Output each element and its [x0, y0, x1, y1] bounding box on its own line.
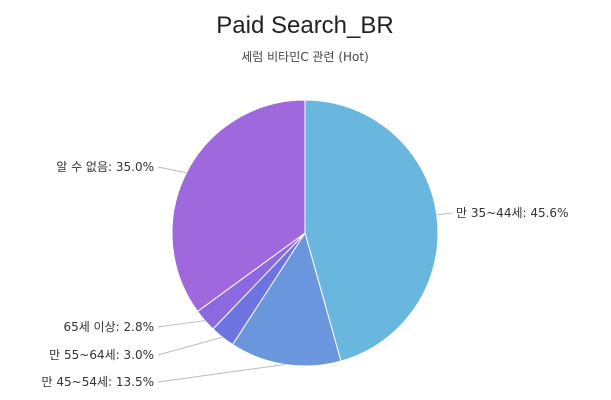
slice-label-0: 만 35~44세: 45.6%	[456, 206, 568, 220]
leader-line-4	[157, 166, 187, 174]
leader-line-3	[157, 320, 205, 328]
slice-label-2: 만 55~64세: 3.0%	[49, 348, 154, 362]
pie-slice-1[interactable]	[231, 231, 342, 367]
slice-label-4: 알 수 없음: 35.0%	[56, 160, 154, 174]
chart-subtitle: 세럼 비타민C 관련 (Hot)	[241, 50, 369, 64]
leader-lines	[157, 166, 453, 383]
chart-title: Paid Search_BR	[216, 12, 393, 39]
pie-slice-0[interactable]	[304, 99, 439, 362]
pie-slice-4[interactable]	[171, 99, 306, 313]
leader-line-1	[157, 363, 286, 383]
leader-line-2	[157, 336, 223, 356]
slice-label-3: 65세 이상: 2.8%	[63, 320, 154, 334]
pie-slices	[171, 99, 439, 367]
leader-line-0	[436, 212, 453, 216]
slice-labels: 만 35~44세: 45.6% 만 45~54세: 13.5% 만 55~64세: …	[42, 160, 569, 389]
slice-label-1: 만 45~54세: 13.5%	[42, 375, 154, 389]
